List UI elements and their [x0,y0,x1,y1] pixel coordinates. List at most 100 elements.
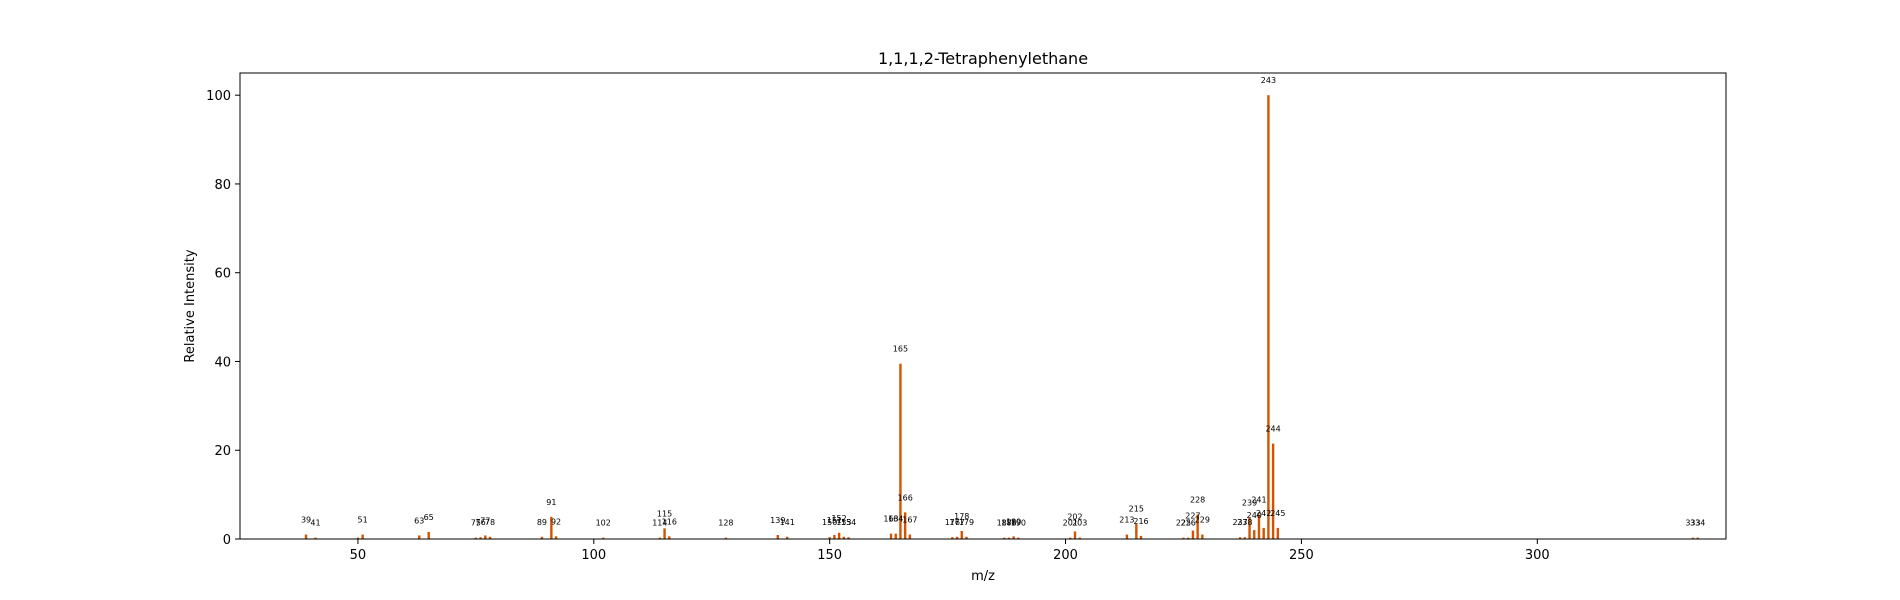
peak-label: 77 [480,516,490,525]
peak-bar [1271,443,1275,539]
x-tick-label: 150 [817,548,842,563]
peak-bar [540,536,544,539]
peak-label: 179 [959,518,974,527]
peak-bar [889,533,893,539]
peak-bar [1125,534,1129,539]
x-tick-label: 100 [581,548,606,563]
peak-bar [1187,537,1190,539]
peak-label: 152 [831,514,846,523]
peak-bar [1238,537,1242,539]
peak-bar [602,537,605,539]
peak-label: 41 [310,519,320,528]
peak-label: 334 [1690,519,1705,528]
peak-bar [1267,95,1270,539]
peak-bar [1017,537,1020,539]
peak-bar [1135,523,1138,539]
peak-bar [314,537,317,539]
peak-bar [837,532,841,539]
peak-bar [1007,537,1011,539]
peak-bar [1196,514,1199,539]
peak-bar [1139,535,1143,539]
peak-label: 65 [424,513,434,522]
peak-label: 245 [1270,509,1285,518]
peak-bar [899,363,902,539]
peak-label: 139 [770,516,785,525]
chart-title: 1,1,1,2-Tetraphenylethane [878,49,1088,68]
peak-label: 216 [1133,517,1148,526]
y-tick-label: 60 [214,267,231,282]
peak-bar [1182,537,1185,539]
peak-bar [828,537,831,539]
peak-bar [908,534,912,539]
peak-label: 203 [1072,519,1087,528]
peak-bar [658,537,662,539]
peak-bar [550,516,553,539]
peak-bar [1073,531,1077,539]
peak-bar [1191,530,1195,539]
peak-label: 114 [652,519,667,528]
x-tick-label: 300 [1525,548,1550,563]
peak-label: 243 [1261,76,1276,85]
peak-bar [484,535,487,539]
x-tick-label: 50 [350,548,367,563]
peak-bar [955,536,959,539]
peak-label: 151 [827,516,842,525]
peak-label: 244 [1265,425,1280,434]
peak-bar [361,534,364,539]
peak-label: 178 [954,512,969,521]
x-axis-label: m/z [971,569,995,584]
peak-label: 237 [1232,518,1247,527]
peak-label: 333 [1685,519,1700,528]
y-tick-label: 20 [214,444,231,459]
peak-bar [1696,537,1699,539]
x-tick-label: 200 [1053,548,1078,563]
peak-bar [1691,537,1695,539]
peak-bar [1253,530,1256,539]
peak-bar [842,536,846,539]
peak-label: 166 [898,493,913,502]
peak-bar [894,533,897,539]
peak-bar [1003,537,1006,539]
peak-label: 228 [1190,496,1205,505]
peak-label: 154 [841,518,856,527]
peak-label: 116 [662,517,677,526]
peak-label: 153 [836,518,851,527]
peak-bar [427,531,430,539]
peak-label: 76 [475,518,485,527]
peak-bar [356,537,360,539]
peak-label: 102 [596,519,611,528]
peak-label: 227 [1185,512,1200,521]
peak-label: 150 [822,518,837,527]
peak-bar [833,535,836,539]
peak-label: 213 [1119,516,1134,525]
peak-bar [304,534,308,539]
peak-label: 141 [780,518,795,527]
peak-label: 78 [485,518,495,527]
y-axis-ticks: 0 20 40 60 80 100 [206,89,240,548]
peak-label: 165 [893,345,908,354]
peak-label: 202 [1067,512,1082,521]
peak-bar [1248,517,1251,539]
peak-label: 201 [1063,519,1078,528]
peak-bar [663,528,666,539]
peak-label: 239 [1242,499,1257,508]
peak-label: 215 [1129,504,1144,513]
peak-bar [847,537,850,539]
x-tick-label: 250 [1289,548,1314,563]
peak-bar [724,537,728,539]
peak-bar [488,536,492,539]
peak-bar [418,535,421,539]
peak-label: 177 [949,518,964,527]
peak-label: 229 [1195,516,1210,525]
peak-bar [1262,527,1265,539]
peak-bar [1243,537,1247,539]
peak-label: 63 [414,516,424,525]
peak-bar [668,536,671,539]
peak-label: 241 [1251,496,1266,505]
peak-bar [479,537,482,539]
peak-label: 167 [902,516,917,525]
peak-label: 128 [718,519,733,528]
peak-label: 51 [358,516,368,525]
peak-bar [1069,537,1072,539]
